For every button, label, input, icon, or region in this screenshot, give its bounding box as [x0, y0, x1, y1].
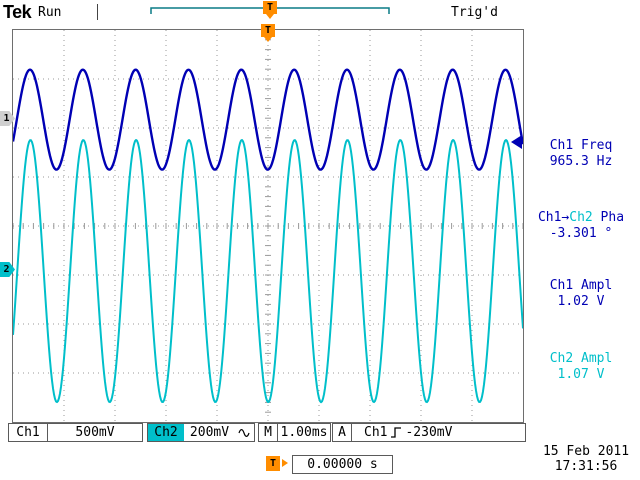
- ch1-label: Ch1: [16, 425, 40, 440]
- ch1-waveform: [11, 68, 525, 171]
- trigger-readout: A Ch1 -230mV: [332, 423, 526, 442]
- divider: [47, 424, 48, 441]
- trigger-status: Trig'd: [451, 5, 498, 20]
- trigger-slope-icon: [391, 427, 402, 438]
- trigger-position-marker-top: T: [263, 1, 277, 14]
- trigger-level-arrow: [511, 135, 522, 149]
- waveform-display: [11, 29, 525, 422]
- ch1-scale-readout: Ch1 500mV: [8, 423, 143, 442]
- trigger-position-arrow-icon: [266, 14, 274, 19]
- measurement-label: Ch1→Ch2 Pha: [537, 210, 625, 225]
- acquisition-status: Run: [38, 5, 62, 20]
- ac-coupling-icon: [238, 428, 250, 437]
- measurement-ch2-amplitude: Ch2 Ampl 1.07 V: [522, 351, 640, 383]
- ch2-waveform: [12, 139, 524, 404]
- graticule: [11, 29, 525, 423]
- right-arrow-icon: [282, 459, 288, 467]
- grid-lines: [12, 29, 524, 422]
- ch1-position-marker: 1: [0, 111, 15, 126]
- measurement-value: -3.301 °: [549, 226, 613, 241]
- timebase-value: 1.00ms: [280, 425, 328, 440]
- horizontal-position-label: T: [269, 458, 277, 469]
- timebase-readout: M 1.00ms: [258, 423, 331, 442]
- ch2-scale-readout: Ch2 200mV: [147, 423, 255, 442]
- measurement-ch1-ch2-phase: Ch1→Ch2 Pha -3.301 °: [522, 210, 640, 242]
- measurement-value: 965.3 Hz: [549, 154, 613, 169]
- time-display: 17:31:56: [554, 459, 618, 474]
- measurement-value: 1.07 V: [557, 367, 605, 382]
- ch2-label: Ch2: [148, 424, 184, 441]
- divider: [277, 424, 278, 441]
- divider: [351, 424, 352, 441]
- ch2-position-marker: 2: [0, 262, 15, 277]
- trigger-level-value: -230mV: [405, 425, 453, 440]
- ch2-scale-value: 200mV: [189, 425, 230, 440]
- ch1-scale-value: 500mV: [75, 425, 115, 440]
- measurement-label: Ch1 Ampl: [549, 278, 613, 293]
- date-display: 15 Feb 2011: [542, 444, 630, 459]
- trigger-mode-label: A: [338, 425, 346, 440]
- trigger-position-label: T: [264, 25, 272, 36]
- tek-logo: Tek: [3, 2, 32, 22]
- horizontal-position-marker: T: [266, 456, 280, 471]
- measurement-label: Ch2 Ampl: [549, 351, 613, 366]
- measurement-ch1-amplitude: Ch1 Ampl 1.02 V: [522, 278, 640, 310]
- topbar-divider: [97, 4, 98, 20]
- trigger-position-arrow-icon: [264, 37, 272, 42]
- horizontal-position-readout: 0.00000 s: [292, 455, 393, 474]
- horizontal-position-value: 0.00000 s: [307, 457, 378, 472]
- trigger-source: Ch1: [364, 425, 388, 440]
- timebase-label: M: [264, 425, 272, 440]
- measurement-label: Ch1 Freq: [549, 138, 613, 153]
- measurement-value: 1.02 V: [557, 294, 605, 309]
- trigger-position-marker: T: [261, 24, 275, 37]
- trigger-position-label: T: [266, 2, 274, 13]
- measurement-ch1-freq: Ch1 Freq 965.3 Hz: [522, 138, 640, 170]
